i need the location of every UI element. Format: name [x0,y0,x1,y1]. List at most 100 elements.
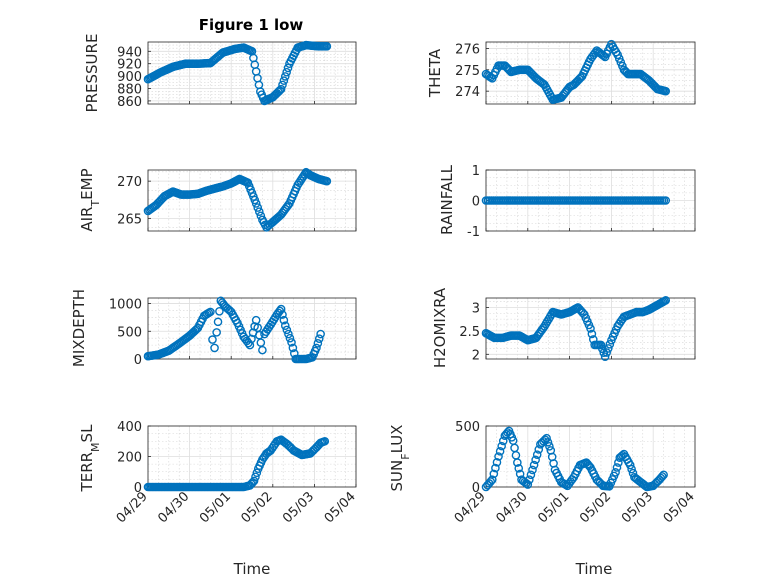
h2omixra-data-point [538,323,548,333]
theta-data-point [661,86,671,96]
sun-f-lux-data-point [534,445,544,454]
mixdepth-data-point [313,338,323,348]
air-t-emp-ytick-label: 265 [117,212,142,227]
sun-f-lux-xtick-label: 04/29 [452,489,489,526]
air-t-emp-data-point [254,207,264,216]
theta-ylabel: THETA [426,48,444,98]
sun-f-lux-data-point [545,442,554,451]
sun-f-lux-data-point [515,469,525,479]
mixdepth-data-point [288,343,298,353]
h2omixra-data-point [599,348,609,358]
pressure-data-point [278,80,287,90]
air-temp-ylabel: AIRTEMP [78,168,102,231]
subplot-rainfall: RAINFALL -1 0 1 [438,164,696,240]
sun-f-lux-data-point [514,463,524,473]
terr-m-sl-data-point [249,476,259,486]
terr-msl-ylabel: TERRMSL [78,424,102,493]
pressure-ytick-label: 880 [117,83,142,98]
h2omixra-data-point [596,340,606,350]
sun-f-lux-xtick-label: 04/30 [494,489,531,526]
pressure-data-point [282,67,291,77]
sun-f-lux-data-point [492,457,502,467]
terr-m-sl-ytick-label: 400 [117,420,142,435]
sun-f-lux-data-point [498,436,508,446]
sun-f-lux-data-point [489,469,499,479]
sun-f-lux-data-point [531,455,540,465]
terr-m-sl-xtick-label: 05/02 [239,489,276,526]
subplot-mixdepth: MIXDEPTH 0 500 1000 [70,289,357,368]
subplot-air-temp: AIRTEMP 265 270 [78,167,357,232]
sun-f-lux-data-point [526,470,536,480]
sun-f-lux-axes-frame [485,425,696,488]
mixdepth-ylabel: MIXDEPTH [70,289,88,367]
sun-flux-ylabel: SUNFLUX [388,425,412,492]
terr-m-sl-xtick-label: 05/03 [280,489,317,526]
rainfall-ytick-label: 1 [472,164,480,179]
rainfall-ylabel: RAINFALL [438,164,456,235]
mixdepth-data-point [314,334,324,343]
mixdepth-axes-frame [147,297,357,360]
pressure-ytick-label: 860 [117,95,142,110]
sun-f-lux-ytick-label: 500 [455,420,480,435]
subplot-sun-flux: SUNFLUX 0 500 04/29 04/30 05/01 05/02 05/03 05/… [388,420,698,526]
pressure-data-point [280,72,290,81]
terr-m-sl-xtick-label: 04/30 [155,489,192,526]
air-t-emp-ytick-label: 270 [117,175,142,190]
sun-f-lux-data-point [497,441,506,451]
x-axis-label-right: Time [575,560,613,578]
rainfall-ytick-label: 0 [472,195,480,210]
sun-f-lux-data-point [528,465,537,475]
theta-ytick-label: 275 [455,64,480,79]
sun-f-lux-data-point [523,480,533,489]
sun-f-lux-xtick-label: 05/03 [619,489,656,526]
sun-f-lux-data-point [529,460,539,470]
h2omixra-axes-frame [485,297,696,360]
terr-m-sl-ytick-label: 200 [117,451,142,466]
theta-ytick-label: 276 [455,42,480,57]
mixdepth-series [143,296,325,364]
sun-f-lux-data-point [532,450,542,459]
h2omixra-data-point [587,329,597,339]
x-axis-label-left: Time [233,560,271,578]
mixdepth-ytick-label: 500 [117,325,142,340]
pressure-ytick-label: 900 [117,70,142,85]
terr-m-sl-data-point [252,468,262,478]
sun-f-lux-data-point [625,460,635,470]
pressure-series [143,40,332,106]
pressure-ytick-label: 940 [117,45,142,60]
theta-axes-frame [485,41,696,105]
mixdepth-ytick-label: 0 [134,353,142,368]
terr-m-sl-ytick-label: 0 [134,481,142,496]
mixdepth-data-point [312,343,321,353]
h2omixra-ytick-label: 2 [472,348,480,363]
h2omixra-series [481,296,671,361]
terr-m-sl-xtick-label: 05/01 [197,489,234,526]
subplot-theta: THETA 274 275 276 [426,39,696,105]
sun-f-lux-data-point [491,463,500,473]
h2omixra-data-point [603,344,613,353]
mixdepth-data-point [210,343,219,353]
mixdepth-data-point [280,321,290,331]
terr-m-sl-series [143,435,330,492]
mixdepth-data-point [285,333,295,343]
h2omixra-ytick-label: 3 [472,301,480,316]
pressure-ylabel: PRESSURE [83,34,101,113]
air-t-emp-axes-frame [147,169,357,232]
subplot-terr-msl: TERRMSL 0 200 400 04/29 04/30 05/01 05/02 05/03… [78,420,359,526]
pressure-data-point [283,63,293,73]
mixdepth-data-point [215,307,224,316]
rainfall-ytick-label: -1 [467,225,480,240]
sun-f-lux-data-point [611,468,620,477]
sun-f-lux-data-point [627,464,636,474]
mixdepth-data-point [276,304,286,314]
pressure-axes-frame [147,41,357,105]
pressure-data-point [276,84,286,94]
terr-m-sl-xtick-label: 05/04 [322,489,359,526]
air-t-emp-series [143,167,332,232]
pressure-data-point [322,42,332,51]
sun-f-lux-ytick-label: 0 [472,481,480,496]
rainfall-data-point [661,196,671,205]
mixdepth-data-point [258,345,267,355]
terr-m-sl-xtick-label: 04/29 [114,489,151,526]
